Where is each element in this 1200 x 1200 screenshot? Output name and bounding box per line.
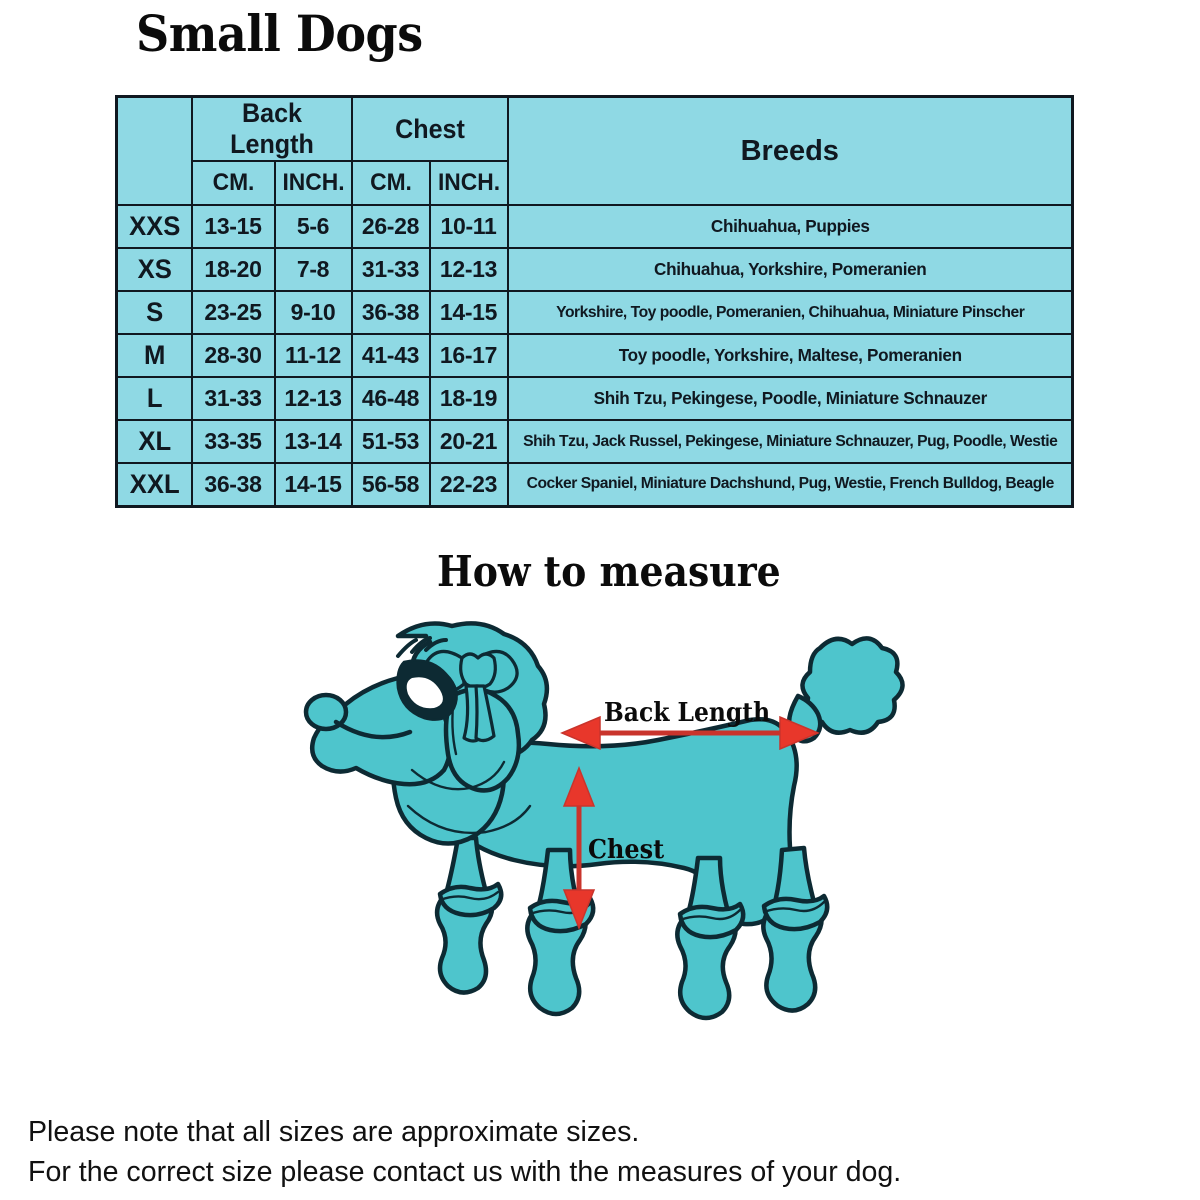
table-row: XXS 13-15 5-6 26-28 10-11 Chihuahua, Pup…: [117, 204, 1073, 249]
chest-label: Chest: [588, 835, 665, 865]
cell-back-inch: 9-10: [273, 290, 353, 335]
cell-back-inch: 11-12: [273, 333, 353, 378]
table-row: L 31-33 12-13 46-48 18-19 Shih Tzu, Peki…: [117, 376, 1073, 421]
header-breeds: Breeds: [506, 95, 1074, 206]
footer-note-line-2: For the correct size please contact us w…: [28, 1156, 902, 1188]
header-back-length: Back Length: [196, 95, 347, 162]
cell-back-cm: 18-20: [190, 247, 276, 292]
table-group-header-row: Back Length Chest Breeds: [117, 95, 1074, 206]
table-row: M 28-30 11-12 41-43 16-17 Toy poodle, Yo…: [117, 333, 1073, 378]
dog-measurement-illustration: [300, 600, 920, 1070]
cell-chest-inch: 14-15: [428, 290, 509, 335]
header-chest-cm: CM.: [352, 160, 429, 206]
footer-note-line-1: Please note that all sizes are approxima…: [28, 1116, 640, 1148]
cell-back-cm: 33-35: [190, 419, 276, 464]
cell-size: M: [117, 333, 191, 378]
back-length-label: Back Length: [604, 698, 771, 728]
poodle-leg-front-far-cuff: [437, 881, 504, 918]
cell-back-inch: 5-6: [273, 204, 353, 249]
poodle-eyelashes: [396, 636, 448, 658]
cell-size: XS: [117, 247, 191, 292]
cell-back-cm: 36-38: [190, 462, 276, 507]
table-body: XXS 13-15 5-6 26-28 10-11 Chihuahua, Pup…: [117, 204, 1073, 507]
header-chest: Chest: [356, 95, 503, 162]
footer-note: Please note that all sizes are approxima…: [28, 1112, 1171, 1192]
back-length-arrow: [560, 716, 820, 750]
header-back-length-cm: CM.: [192, 160, 274, 206]
cell-size: XXL: [117, 462, 191, 507]
cell-chest-inch: 18-19: [428, 376, 509, 421]
poodle-body-group: [303, 621, 905, 1021]
cell-size: L: [117, 376, 191, 421]
cell-back-cm: 23-25: [190, 290, 276, 335]
cell-chest-cm: 56-58: [350, 462, 431, 507]
size-chart-table-container: Back Length Chest Breeds CM. INCH. CM. I…: [115, 95, 1075, 508]
table-row: XXL 36-38 14-15 56-58 22-23 Cocker Spani…: [117, 462, 1073, 507]
poodle-tail-pompom: [800, 636, 905, 735]
table-unit-header-row: CM. INCH. CM. INCH.: [117, 160, 1073, 206]
header-chest-inch: INCH.: [430, 160, 507, 206]
cell-back-inch: 12-13: [273, 376, 353, 421]
chest-arrow: [562, 766, 596, 930]
page-title: Small Dogs: [136, 4, 423, 63]
cell-back-cm: 13-15: [190, 204, 276, 249]
cell-breeds: Chihuahua, Yorkshire, Pomeranien: [512, 247, 1068, 292]
table-row: S 23-25 9-10 36-38 14-15 Yorkshire, Toy …: [117, 290, 1073, 335]
cell-chest-cm: 51-53: [350, 419, 431, 464]
cell-chest-inch: 22-23: [428, 462, 509, 507]
cell-back-inch: 13-14: [273, 419, 353, 464]
cell-back-cm: 31-33: [190, 376, 276, 421]
cell-chest-cm: 41-43: [350, 333, 431, 378]
cell-chest-cm: 46-48: [350, 376, 431, 421]
table-row: XL 33-35 13-14 51-53 20-21 Shih Tzu, Jac…: [117, 419, 1073, 464]
cell-size: XL: [117, 419, 191, 464]
cell-chest-cm: 36-38: [350, 290, 431, 335]
cell-breeds: Toy poodle, Yorkshire, Maltese, Pomerani…: [512, 333, 1068, 378]
poodle-fur-detail-lines: [406, 694, 826, 922]
cell-back-inch: 14-15: [273, 462, 353, 507]
poodle-leg-hind-near-cuff: [761, 893, 830, 932]
size-chart-table: Back Length Chest Breeds CM. INCH. CM. I…: [115, 95, 1075, 508]
cell-back-inch: 7-8: [273, 247, 353, 292]
cell-breeds: Shih Tzu, Pekingese, Poodle, Miniature S…: [512, 376, 1068, 421]
cell-chest-inch: 20-21: [428, 419, 509, 464]
cell-chest-cm: 31-33: [350, 247, 431, 292]
how-to-measure-title: How to measure: [437, 547, 781, 596]
header-back-length-inch: INCH.: [275, 160, 351, 206]
cell-chest-inch: 16-17: [428, 333, 509, 378]
poodle-leg-hind-far-cuff: [677, 901, 746, 940]
table-row: XS 18-20 7-8 31-33 12-13 Chihuahua, York…: [117, 247, 1073, 292]
cell-breeds: Shih Tzu, Jack Russel, Pekingese, Miniat…: [512, 419, 1068, 464]
cell-chest-inch: 12-13: [428, 247, 509, 292]
cell-breeds: Yorkshire, Toy poodle, Pomeranien, Chihu…: [512, 290, 1068, 335]
cell-breeds: Cocker Spaniel, Miniature Dachshund, Pug…: [512, 462, 1068, 507]
cell-chest-inch: 10-11: [428, 204, 509, 249]
poodle-mouth: [333, 719, 413, 740]
cell-chest-cm: 26-28: [350, 204, 431, 249]
cell-size: XXS: [117, 204, 191, 249]
cell-breeds: Chihuahua, Puppies: [512, 204, 1068, 249]
header-size-blank: [118, 95, 190, 206]
cell-back-cm: 28-30: [190, 333, 276, 378]
poodle-eye: [396, 636, 458, 721]
cell-size: S: [117, 290, 191, 335]
